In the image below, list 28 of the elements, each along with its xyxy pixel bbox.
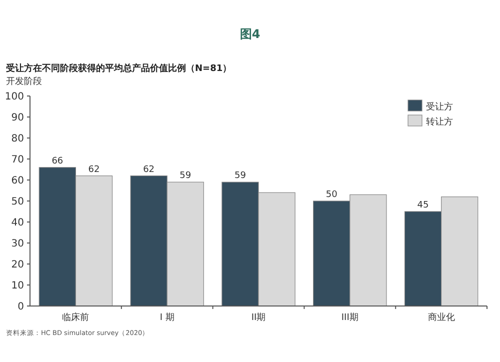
x-tick-label: II期 xyxy=(251,312,266,323)
y-tick-label: 50 xyxy=(11,196,24,208)
y-tick-label: 60 xyxy=(11,176,24,186)
x-tick-label: 临床前 xyxy=(62,312,90,323)
y-tick-label: 30 xyxy=(11,238,24,250)
data-label: 50 xyxy=(326,190,338,200)
y-tick-label: 70 xyxy=(11,154,24,166)
y-tick-label: 80 xyxy=(11,134,24,144)
y-tick-label: 0 xyxy=(18,302,24,312)
data-label: 59 xyxy=(180,171,192,182)
y-tick-label: 10 xyxy=(11,280,24,292)
data-label: 66 xyxy=(52,156,64,166)
legend-label: 转让方 xyxy=(426,116,453,128)
y-tick-label: 20 xyxy=(11,260,24,270)
y-tick-label: 100 xyxy=(4,92,24,102)
data-label: 59 xyxy=(234,171,246,182)
data-label: 45 xyxy=(417,200,429,210)
data-label: 62 xyxy=(88,164,100,175)
x-tick-label: 商业化 xyxy=(428,312,455,323)
x-tick-label: I 期 xyxy=(160,312,174,323)
legend-label: 受让方 xyxy=(426,102,453,112)
chart-title: 图4 xyxy=(240,27,260,41)
x-tick-label: III期 xyxy=(341,312,358,323)
y-axis-title: 开发阶段 xyxy=(6,76,42,87)
chart-subtitle: 受让方在不同阶段获得的平均总产品价值比例（N=81） xyxy=(5,63,232,74)
data-label: 62 xyxy=(143,164,155,175)
y-tick-label: 40 xyxy=(11,218,24,228)
y-tick-label: 90 xyxy=(11,112,24,124)
